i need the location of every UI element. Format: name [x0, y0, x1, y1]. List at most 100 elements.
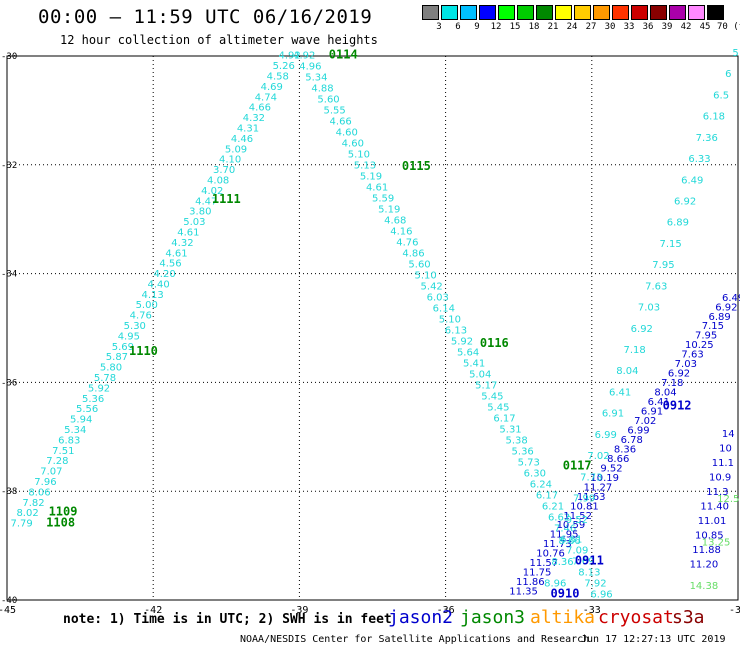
- satellite-legend-altika: altika: [530, 607, 596, 628]
- swh-value-label: 4.61: [165, 248, 187, 259]
- color-scale-label: 9: [474, 22, 480, 32]
- swh-value-label: 4.31: [237, 123, 259, 134]
- swh-value-label: 4.20: [153, 269, 175, 280]
- swh-value-label: 5.92: [88, 383, 110, 394]
- swh-value-label: 5.94: [70, 415, 92, 426]
- swh-value-label: 4.61: [366, 183, 388, 194]
- swh-value-label: 4.76: [396, 238, 418, 249]
- swh-value-label: 7.79: [10, 519, 32, 530]
- swh-value-label: 11.35: [509, 587, 538, 598]
- swh-value-label: 7.95: [695, 331, 717, 342]
- x-tick-label: -36: [437, 605, 455, 616]
- color-scale-label: 24: [566, 22, 578, 32]
- color-scale-label: 6: [455, 22, 461, 32]
- pass-time-label: 1108: [46, 516, 75, 530]
- swh-value-label: 6.89: [708, 312, 730, 323]
- swh-value-label: 6: [725, 69, 731, 80]
- swh-value-label: 5.34: [305, 73, 327, 84]
- swh-value-label: 7.28: [46, 456, 68, 467]
- swh-value-label: 11.1: [712, 458, 734, 469]
- swh-value-label: 6.62: [548, 512, 570, 523]
- swh-value-label: 11.40: [700, 501, 729, 512]
- swh-value-label: 5.36: [512, 446, 534, 457]
- swh-value-label: 5.00: [136, 300, 158, 311]
- y-tick-label: -30: [1, 52, 17, 62]
- pass-time-label: 0117: [563, 458, 592, 472]
- swh-value-label: 6.92: [668, 369, 690, 380]
- swh-value-label: 7.36: [696, 133, 718, 144]
- x-tick-label: -42: [144, 605, 162, 616]
- swh-value-label: 7.18: [661, 378, 683, 389]
- y-tick-label: -38: [1, 487, 17, 497]
- pass-time-label: 1110: [129, 344, 158, 358]
- swh-value-label: 8.04: [654, 388, 676, 399]
- y-tick-label: -36: [1, 378, 17, 388]
- swh-value-label: 7.96: [34, 477, 56, 488]
- swh-value-label: 5.17: [475, 380, 497, 391]
- swh-value-label: 5.45: [481, 391, 503, 402]
- swh-value-label: 6.99: [627, 425, 649, 436]
- swh-value-label: 5.55: [323, 106, 345, 117]
- swh-value-label: 5.26: [273, 61, 295, 72]
- pass-time-label: 0911: [575, 554, 604, 568]
- swh-value-label: 4.69: [261, 82, 283, 93]
- swh-value-label: 4.86: [402, 249, 424, 260]
- satellite-legend-cryosat: cryosat: [598, 607, 674, 628]
- swh-value-label: 7.69: [572, 556, 594, 567]
- swh-value-label: 8.02: [16, 508, 38, 519]
- swh-value-label: 7.95: [652, 260, 674, 271]
- swh-value-label: 6.49: [722, 293, 740, 304]
- swh-value-label: 6.17: [536, 490, 558, 501]
- swh-value-label: 4.16: [390, 227, 412, 238]
- swh-value-label: 11.57: [530, 558, 559, 569]
- footer-credit: NOAA/NESDIS Center for Satellite Applica…: [240, 634, 590, 645]
- swh-value-label: 7.46: [554, 523, 576, 534]
- color-scale-label: 27: [585, 22, 597, 32]
- swh-value-label: 4.66: [249, 103, 271, 114]
- swh-value-label: 6.30: [524, 468, 546, 479]
- color-scale-label: 18: [528, 22, 540, 32]
- swh-value-label: 6.49: [681, 175, 703, 186]
- units-note: note: 1) Time is in UTC; 2) SWH is in fe…: [63, 612, 392, 627]
- color-swatch: [441, 5, 458, 20]
- swh-value-label: 10.25: [685, 340, 714, 351]
- swh-value-label: 5.10: [348, 150, 370, 161]
- swh-value-label: 5.80: [100, 363, 122, 374]
- swh-value-label: 6.24: [530, 479, 552, 490]
- color-swatch: [593, 5, 610, 20]
- color-scale-label: 33: [623, 22, 635, 32]
- pass-time-label: 0115: [402, 159, 431, 173]
- swh-value-label: 6.13: [445, 325, 467, 336]
- x-tick-label: -30: [729, 605, 740, 616]
- color-scale-label: 70 (ft): [717, 22, 740, 32]
- swh-value-label: 4.66: [330, 117, 352, 128]
- swh-value-label: 5.87: [106, 352, 128, 363]
- swh-value-label: 3.70: [213, 165, 235, 176]
- swh-value-label: 6.41: [648, 397, 670, 408]
- swh-value-label: 6.92: [674, 197, 696, 208]
- swh-value-label: 8.04: [616, 366, 638, 377]
- color-swatch: [688, 5, 705, 20]
- color-swatch: [650, 5, 667, 20]
- swh-value-label: 8.06: [28, 487, 50, 498]
- swh-value-label: 4.47: [195, 196, 217, 207]
- swh-value-label: 6.96: [590, 589, 612, 600]
- swh-value-label: 7.03: [675, 359, 697, 370]
- swh-value-label: 6.83: [58, 435, 80, 446]
- footer-timestamp: Jun 17 12:27:13 UTC 2019: [581, 634, 726, 645]
- swh-value-label: 6.18: [703, 112, 725, 123]
- satellite-legend-jason3: jason3: [460, 607, 526, 628]
- plot-frame: [6, 55, 739, 601]
- swh-value-label: 6.91: [602, 409, 624, 420]
- swh-value-label: 5.04: [469, 369, 491, 380]
- swh-value-label: 5.31: [499, 424, 521, 435]
- swh-value-label: 5.64: [457, 347, 479, 358]
- y-tick-label: -32: [1, 161, 17, 171]
- color-scale-label: 39: [661, 22, 673, 32]
- color-scale-label: 36: [642, 22, 654, 32]
- swh-value-label: 4.08: [207, 175, 229, 186]
- swh-value-label: 12.5: [717, 494, 739, 505]
- swh-value-label: 6.92: [631, 324, 653, 335]
- swh-value-label: 7.02: [634, 416, 656, 427]
- swh-value-label: 4.32: [171, 238, 193, 249]
